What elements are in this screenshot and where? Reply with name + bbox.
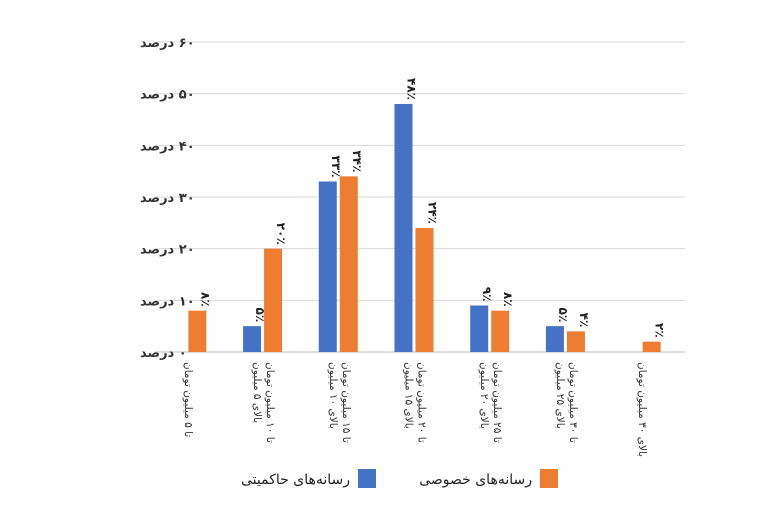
legend-swatch xyxy=(540,469,558,488)
bar xyxy=(415,228,434,352)
x-tick-label: بالای ۳۰ میلیون تومان xyxy=(636,362,648,457)
x-tick-label: بالای ۱۰ میلیون تا ۱۵ میلیون تومان xyxy=(327,362,352,443)
data-label: ۳۳٪ xyxy=(329,156,343,178)
legend-label: رسانه‌های حاکمیتی xyxy=(241,472,350,488)
y-tick-label: ۳۰ درصد xyxy=(140,191,195,206)
data-label: ۴۸٪ xyxy=(405,78,419,100)
data-label: ۵٪ xyxy=(253,308,267,323)
bar xyxy=(243,326,262,352)
x-tick-line: بالای ۲۰ میلیون xyxy=(478,362,490,429)
y-tick-label: ۴۰ درصد xyxy=(140,139,195,154)
x-tick-line: تا ۲۵ میلیون تومان xyxy=(491,362,503,443)
legend: رسانه‌های حاکمیتی رسانه‌های خصوصی xyxy=(241,469,558,488)
legend-item: رسانه‌های خصوصی xyxy=(419,469,558,488)
x-tick-line: بالای ۵ میلیون xyxy=(251,362,263,423)
x-tick-line: تا ۲۰ میلیون تومان xyxy=(416,362,428,443)
data-label: ۳۴٪ xyxy=(350,150,364,172)
data-labels: ۸٪ ۵٪ ۲۰٪ ۳۳٪ ۳۴٪ ۴۸٪ ۲۴٪ ۹٪ ۸٪ ۵٪ ۴٪ ۲٪ xyxy=(198,78,666,338)
x-tick-line: بالای ۳۰ میلیون تومان xyxy=(636,362,648,457)
x-tick-label: بالای ۵ میلیون تا ۱۰ میلیون تومان xyxy=(251,362,276,443)
x-tick-line: بالای ۲۵ میلیون xyxy=(554,362,566,429)
y-axis-ticks: ۰ درصد ۱۰ درصد ۲۰ درصد ۳۰ درصد ۴۰ درصد ۵۰ درص… xyxy=(140,36,195,361)
data-label: ۵٪ xyxy=(556,308,570,323)
y-tick-label: ۶۰ درصد xyxy=(140,36,195,51)
bar xyxy=(394,104,413,352)
x-axis-ticks: تا ۵ میلیون تومان بالای ۵ میلیون تا ۱۰ میل… xyxy=(182,362,648,457)
bars xyxy=(188,104,661,352)
data-label: ۲٪ xyxy=(653,323,667,338)
x-tick-label: بالای ۱۵ میلیون تا ۲۰ میلیون تومان xyxy=(403,362,428,443)
data-label: ۲۰٪ xyxy=(274,223,288,245)
x-tick-label: بالای ۲۵ میلیون تا ۳۰ میلیون تومان xyxy=(554,362,579,443)
bar xyxy=(545,326,564,352)
x-tick-line: بالای ۱۵ میلیون xyxy=(403,362,415,429)
data-label: ۲۴٪ xyxy=(426,202,440,224)
x-tick-label: بالای ۲۰ میلیون تا ۲۵ میلیون تومان xyxy=(478,362,503,443)
data-label: ۸٪ xyxy=(501,292,515,307)
y-tick-label: ۱۰ درصد xyxy=(140,294,195,309)
bar xyxy=(339,176,358,352)
x-tick-line: تا ۱۵ میلیون تومان xyxy=(340,362,352,443)
bar xyxy=(642,341,661,352)
bar xyxy=(491,310,510,352)
bar xyxy=(188,310,207,352)
data-label: ۹٪ xyxy=(480,287,494,302)
y-tick-label: ۵۰ درصد xyxy=(140,88,195,103)
x-tick-label: تا ۵ میلیون تومان xyxy=(182,362,194,437)
legend-label: رسانه‌های خصوصی xyxy=(419,472,532,488)
x-tick-line: تا ۵ میلیون تومان xyxy=(182,362,194,437)
x-tick-line: تا ۱۰ میلیون تومان xyxy=(264,362,276,443)
legend-swatch xyxy=(358,469,376,488)
legend-item: رسانه‌های حاکمیتی xyxy=(241,469,376,488)
bar xyxy=(318,181,337,352)
y-tick-label: ۰ درصد xyxy=(140,346,187,361)
x-tick-line: تا ۳۰ میلیون تومان xyxy=(567,362,579,443)
data-label: ۸٪ xyxy=(198,292,212,307)
bar xyxy=(470,305,489,352)
data-label: ۴٪ xyxy=(577,313,591,328)
x-tick-line: بالای ۱۰ میلیون xyxy=(327,362,339,429)
y-tick-label: ۲۰ درصد xyxy=(140,243,195,258)
bar xyxy=(566,331,585,352)
bar xyxy=(264,248,283,352)
